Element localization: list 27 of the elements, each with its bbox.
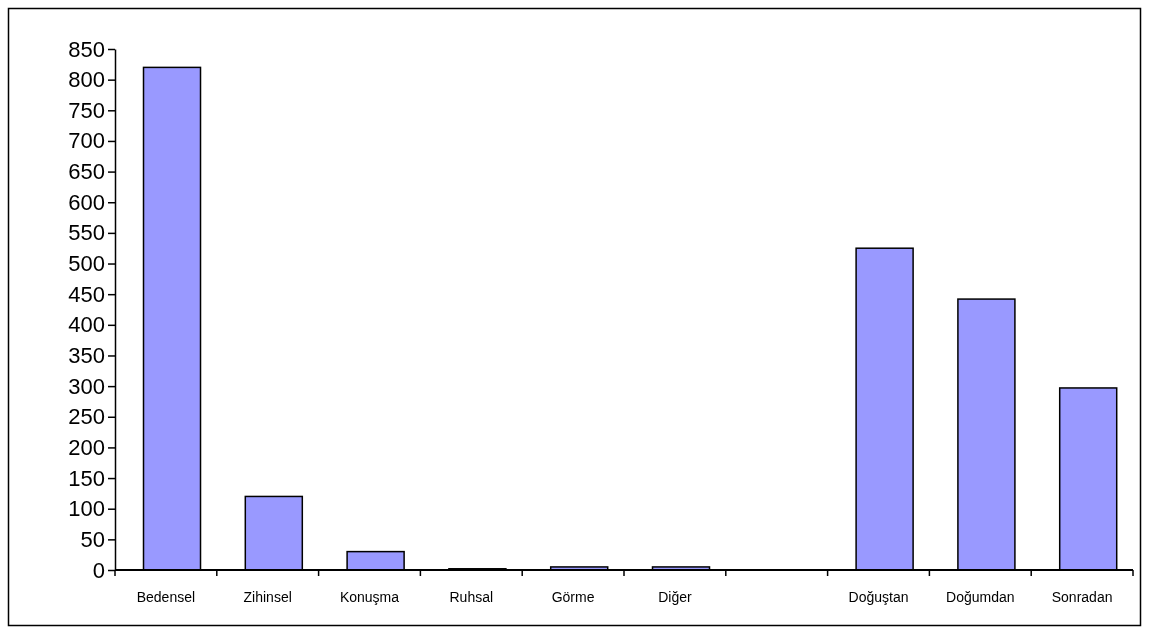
- x-tick-label: Doğuştan: [848, 589, 909, 605]
- y-tick-label: 0: [92, 557, 105, 583]
- x-tick-label: Diğer: [658, 589, 692, 605]
- x-tick-label: Bedensel: [136, 589, 196, 605]
- y-tick-label: 450: [68, 281, 105, 307]
- y-tick-label: 250: [68, 404, 105, 430]
- y-tick-label: 50: [80, 526, 105, 552]
- x-tick-label: Konuşma: [339, 589, 400, 605]
- y-tick-label: 300: [68, 373, 105, 399]
- y-tick-label: 650: [68, 159, 105, 185]
- y-tick-label: 750: [68, 97, 105, 123]
- y-tick-label: 700: [68, 128, 105, 154]
- x-tick-label: Sonradan: [1051, 589, 1113, 605]
- y-tick-label: 200: [68, 434, 105, 460]
- y-tick-label: 600: [68, 189, 105, 215]
- y-tick-label: 150: [68, 465, 105, 491]
- x-tick-label: Zihinsel: [243, 589, 292, 605]
- y-tick-label: 350: [68, 343, 105, 369]
- y-tick-label: 400: [68, 312, 105, 338]
- y-tick-label: 800: [68, 67, 105, 93]
- y-tick-label: 500: [68, 251, 105, 277]
- y-tick-label: 100: [68, 496, 105, 522]
- x-tick-label: Görme: [551, 589, 595, 605]
- y-tick-label: 850: [68, 36, 105, 62]
- x-tick-label: Doğumdan: [946, 589, 1015, 605]
- y-tick-label: 550: [68, 220, 105, 246]
- x-tick-label: Ruhsal: [449, 589, 494, 605]
